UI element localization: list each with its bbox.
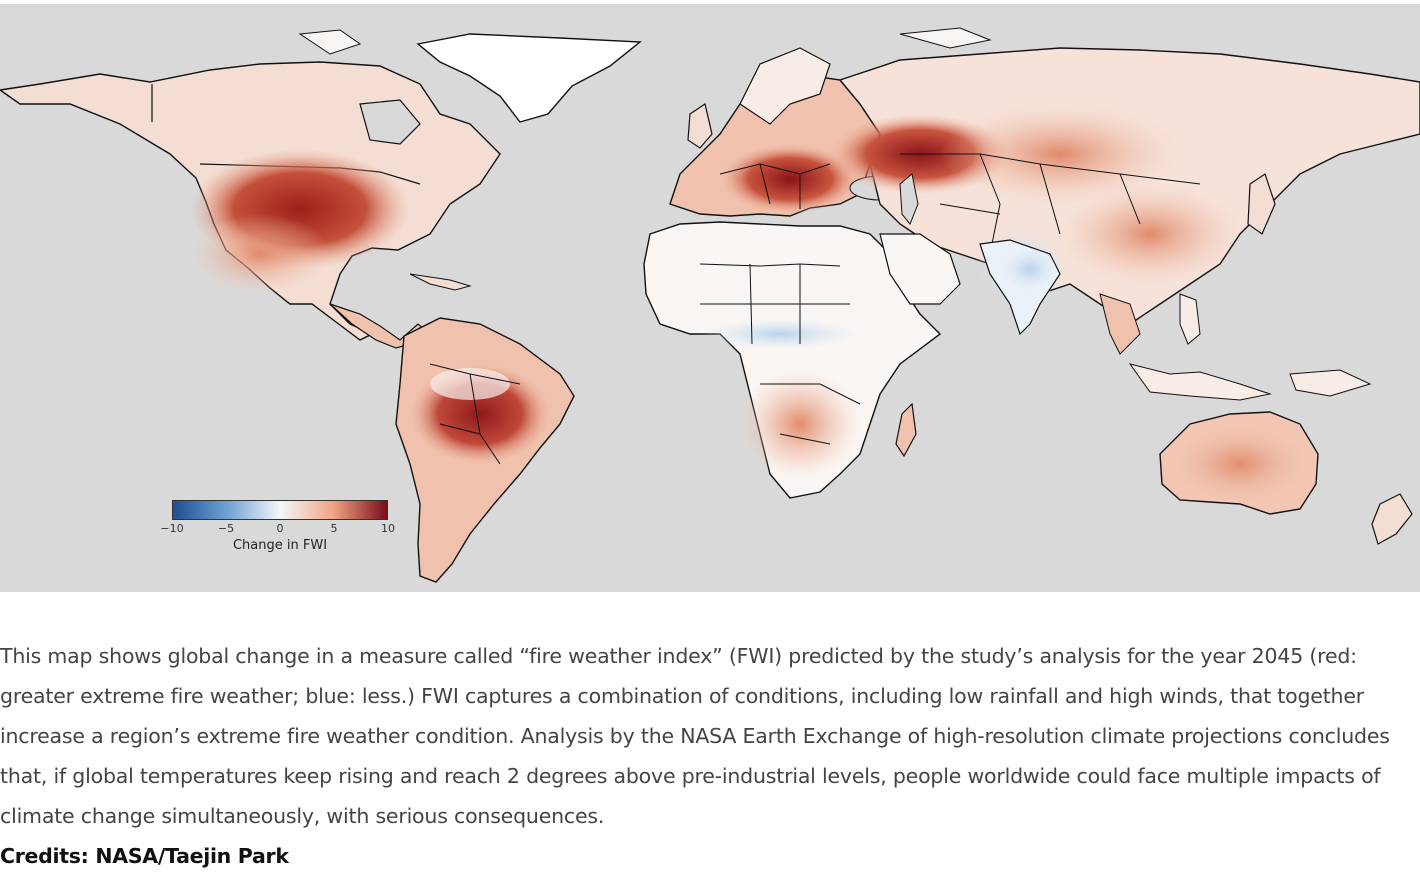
legend-label: Change in FWI: [232, 538, 328, 553]
world-map-svg: [0, 27, 1420, 583]
legend-colorbar: [172, 500, 388, 520]
legend-tick: 5: [330, 522, 338, 535]
figure-credits: Credits: NASA/Taejin Park: [0, 844, 289, 868]
fwi-world-map: −10 −5 0 5 10 Change in FWI: [0, 4, 1420, 592]
legend-tick: 0: [276, 522, 284, 535]
figure-caption: This map shows global change in a measur…: [0, 644, 1390, 828]
greenland: [416, 33, 642, 123]
legend-tick: −5: [217, 522, 235, 535]
legend-tick: 10: [381, 522, 395, 535]
legend: −10 −5 0 5 10 Change in FWI: [160, 500, 400, 564]
legend-tick: −10: [160, 522, 184, 535]
legend-ticks: −10 −5 0 5 10: [160, 522, 395, 536]
